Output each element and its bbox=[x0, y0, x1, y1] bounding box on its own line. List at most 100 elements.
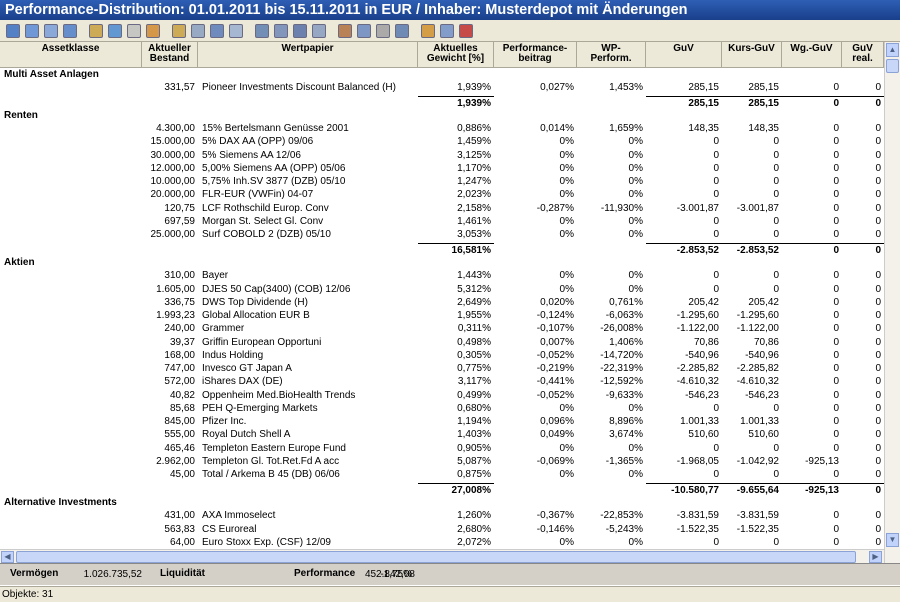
header-line: Assetklasse bbox=[41, 43, 100, 54]
toolbar-button[interactable] bbox=[89, 24, 103, 38]
cell: -0,146% bbox=[536, 523, 574, 535]
cell: 0 bbox=[875, 455, 881, 467]
summary-label: Vermögen bbox=[10, 568, 59, 579]
cell: 5% DAX AA (OPP) 09/06 bbox=[202, 136, 314, 148]
cell: -3.001,87 bbox=[736, 202, 779, 214]
header-line: WP- bbox=[601, 43, 621, 54]
scroll-left[interactable]: ◀ bbox=[1, 551, 14, 563]
scroll-right[interactable]: ▶ bbox=[869, 551, 882, 563]
toolbar-button[interactable] bbox=[459, 24, 473, 38]
toolbar-button[interactable] bbox=[312, 24, 326, 38]
cell: 0% bbox=[559, 536, 574, 548]
cell: 15% Bertelsmann Genüsse 2001 bbox=[202, 123, 349, 134]
title-bar: Performance-Distribution: 01.01.2011 bis… bbox=[0, 0, 900, 20]
cell: 0% bbox=[559, 149, 574, 161]
toolbar-button[interactable] bbox=[127, 24, 141, 38]
toolbar-button[interactable] bbox=[376, 24, 390, 38]
cell: 168,00 bbox=[164, 349, 195, 361]
cell: 2,023% bbox=[457, 189, 491, 201]
cell: 0% bbox=[559, 189, 574, 201]
toolbar-button[interactable] bbox=[274, 24, 288, 38]
cell: 2,680% bbox=[457, 523, 491, 535]
toolbar-button[interactable] bbox=[44, 24, 58, 38]
cell: -9.655,64 bbox=[722, 483, 782, 496]
cell: Morgan St. Select Gl. Conv bbox=[202, 215, 324, 227]
cell: 0 bbox=[833, 149, 839, 161]
header-line: Aktuelles bbox=[433, 43, 478, 54]
toolbar-button[interactable] bbox=[191, 24, 205, 38]
toolbar-button[interactable] bbox=[421, 24, 435, 38]
header-line: Kurs-GuV bbox=[728, 43, 775, 54]
cell: -1.522,35 bbox=[676, 523, 719, 535]
toolbar-button[interactable] bbox=[293, 24, 307, 38]
header-line: Performance- bbox=[502, 43, 568, 54]
cell: -4.610,32 bbox=[736, 376, 779, 388]
column-header[interactable]: Aktueller Bestand bbox=[142, 42, 198, 68]
toolbar-button[interactable] bbox=[229, 24, 243, 38]
cell: 0% bbox=[628, 229, 643, 240]
column-header[interactable]: Assetklasse bbox=[0, 42, 142, 68]
cell: 0 bbox=[875, 469, 881, 480]
cell: 0 bbox=[773, 176, 779, 187]
scroll-thumb[interactable] bbox=[16, 551, 856, 563]
cell: 0 bbox=[875, 296, 881, 308]
column-header[interactable]: WP- Perform. bbox=[577, 42, 646, 68]
column-header[interactable]: Wertpapier bbox=[198, 42, 418, 68]
cell: -925,13 bbox=[782, 483, 842, 496]
toolbar-button[interactable] bbox=[395, 24, 409, 38]
cell: 0 bbox=[842, 483, 884, 496]
cell: 285,15 bbox=[688, 81, 719, 93]
cell: 465,46 bbox=[164, 442, 195, 454]
cell: 0 bbox=[773, 149, 779, 161]
toolbar-button[interactable] bbox=[357, 24, 371, 38]
cell: -3.831,59 bbox=[736, 510, 779, 522]
cell: 0 bbox=[773, 189, 779, 201]
cell: 1,459% bbox=[457, 136, 491, 148]
cell: 310,00 bbox=[164, 270, 195, 282]
column-header[interactable]: GuV bbox=[646, 42, 722, 68]
cell: -925,13 bbox=[805, 455, 839, 467]
cell: 0 bbox=[833, 310, 839, 321]
cell: 747,00 bbox=[164, 363, 195, 374]
column-header[interactable]: Wg.-GuV bbox=[782, 42, 842, 68]
column-header[interactable]: Kurs-GuV bbox=[722, 42, 782, 68]
cell: -6,063% bbox=[605, 310, 643, 321]
cell: 285,15 bbox=[748, 81, 779, 93]
column-header[interactable]: Performance-beitrag bbox=[494, 42, 577, 68]
toolbar-button[interactable] bbox=[210, 24, 224, 38]
cell: 0 bbox=[842, 243, 884, 256]
toolbar-button[interactable] bbox=[25, 24, 39, 38]
toolbar-button[interactable] bbox=[255, 24, 269, 38]
scroll-up[interactable]: ▲ bbox=[886, 43, 899, 57]
toolbar-button[interactable] bbox=[172, 24, 186, 38]
cell: 2,072% bbox=[457, 536, 491, 548]
toolbar-button[interactable] bbox=[440, 24, 454, 38]
toolbar-button[interactable] bbox=[108, 24, 122, 38]
cell: 1,406% bbox=[609, 336, 643, 348]
cell: 0,020% bbox=[540, 296, 574, 308]
scroll-thumb[interactable] bbox=[886, 59, 899, 73]
group-header: Multi Asset Anlagen bbox=[4, 68, 99, 80]
cell: 331,57 bbox=[164, 81, 195, 93]
cell: Templeton Eastern Europe Fund bbox=[202, 442, 346, 454]
toolbar-button[interactable] bbox=[338, 24, 352, 38]
cell: -0,219% bbox=[536, 363, 574, 374]
cell: -2.285,82 bbox=[736, 363, 779, 374]
cell: -1.295,60 bbox=[676, 310, 719, 321]
h-scrollbar[interactable]: ◀ ▶ bbox=[0, 549, 884, 563]
cell: 0% bbox=[628, 283, 643, 295]
summary-label: Performance bbox=[294, 568, 356, 579]
toolbar-button[interactable] bbox=[6, 24, 20, 38]
v-scrollbar[interactable]: ▲ ▼ bbox=[884, 42, 900, 563]
column-header[interactable]: GuV real. bbox=[842, 42, 884, 68]
cell: 0 bbox=[875, 202, 881, 214]
toolbar-button[interactable] bbox=[146, 24, 160, 38]
cell: 0% bbox=[559, 136, 574, 148]
cell: 0 bbox=[833, 283, 839, 295]
cell: 285,15 bbox=[646, 95, 722, 109]
toolbar-button[interactable] bbox=[63, 24, 77, 38]
cell: 0 bbox=[782, 95, 842, 109]
column-header[interactable]: Aktuelles Gewicht [%] bbox=[418, 42, 494, 68]
scroll-down[interactable]: ▼ bbox=[886, 533, 899, 547]
